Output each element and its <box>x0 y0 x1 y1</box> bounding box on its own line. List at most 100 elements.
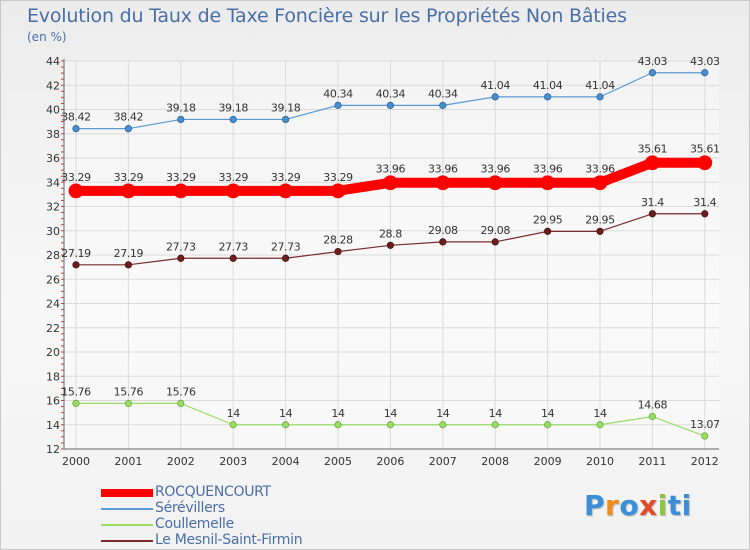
data-label-le-mesnil-saint-firmin: 27.73 <box>166 240 196 253</box>
data-point-rocquencourt <box>382 175 398 191</box>
logo-letter: i <box>681 489 692 522</box>
data-label-le-mesnil-saint-firmin: 28.8 <box>379 227 402 240</box>
data-label-coullemelle: 14 <box>489 407 503 420</box>
data-label-coullemelle: 14 <box>436 407 450 420</box>
data-label-s-r-villers: 38.42 <box>114 111 144 124</box>
data-label-coullemelle: 15.76 <box>61 385 91 398</box>
x-tick-label: 2000 <box>62 455 90 468</box>
logo-letter: i <box>657 489 668 522</box>
y-tick-label: 30 <box>46 225 60 238</box>
data-point-rocquencourt <box>68 183 84 199</box>
y-tick-label: 16 <box>46 395 60 408</box>
y-tick-label: 36 <box>46 152 60 165</box>
x-tick-label: 2005 <box>324 455 352 468</box>
data-point-s-r-villers <box>701 69 709 77</box>
logo-letter: r <box>605 489 620 522</box>
data-label-coullemelle: 15.76 <box>114 385 144 398</box>
data-label-le-mesnil-saint-firmin: 29.95 <box>585 213 615 226</box>
data-point-coullemelle <box>439 421 447 429</box>
data-point-coullemelle <box>124 399 133 408</box>
data-label-coullemelle: 14 <box>593 407 607 420</box>
data-label-le-mesnil-saint-firmin: 28.28 <box>323 234 353 247</box>
data-point-le-mesnil-saint-firmin <box>701 210 709 218</box>
data-label-s-r-villers: 39.18 <box>166 101 196 114</box>
data-label-rocquencourt: 33.96 <box>428 163 458 176</box>
data-label-s-r-villers: 41.04 <box>480 79 510 92</box>
data-label-le-mesnil-saint-firmin: 27.19 <box>114 247 144 260</box>
data-label-s-r-villers: 39.18 <box>218 101 248 114</box>
data-label-rocquencourt: 33.29 <box>166 171 196 184</box>
data-point-rocquencourt <box>173 183 189 199</box>
data-label-s-r-villers: 39.18 <box>271 101 301 114</box>
data-point-le-mesnil-saint-firmin <box>124 261 133 269</box>
legend-label-le-mesnil-saint-firmin: Le Mesnil-Saint-Firmin <box>155 532 303 548</box>
y-tick-label: 42 <box>46 79 60 92</box>
data-point-s-r-villers <box>439 101 447 109</box>
data-point-rocquencourt <box>487 175 503 191</box>
data-label-rocquencourt: 33.29 <box>218 171 248 184</box>
data-label-coullemelle: 14 <box>331 407 345 420</box>
proxiti-logo: Proxiti <box>584 489 692 522</box>
data-label-rocquencourt: 33.29 <box>271 171 301 184</box>
data-point-coullemelle <box>491 421 499 429</box>
data-label-rocquencourt: 33.96 <box>585 163 615 176</box>
logo-letter: x <box>639 489 658 522</box>
y-tick-label: 20 <box>46 346 60 359</box>
data-point-s-r-villers <box>648 69 657 77</box>
legend-label-coullemelle: Coullemelle <box>155 516 234 532</box>
y-tick-label: 34 <box>46 176 60 189</box>
y-tick-label: 18 <box>46 370 60 383</box>
y-tick-label: 44 <box>46 55 60 68</box>
y-tick-label: 26 <box>46 273 60 286</box>
data-point-s-r-villers <box>491 93 499 101</box>
data-point-coullemelle <box>229 421 237 429</box>
data-label-rocquencourt: 33.96 <box>376 163 406 176</box>
data-label-s-r-villers: 43.03 <box>690 55 720 68</box>
data-label-rocquencourt: 33.29 <box>323 171 353 184</box>
data-label-le-mesnil-saint-firmin: 31.4 <box>641 196 664 209</box>
y-tick-label: 24 <box>46 298 60 311</box>
data-label-le-mesnil-saint-firmin: 27.73 <box>271 240 301 253</box>
data-label-coullemelle: 14 <box>279 407 293 420</box>
chart-subtitle: (en %) <box>27 30 67 44</box>
data-point-s-r-villers <box>281 115 290 124</box>
data-label-s-r-villers: 40.34 <box>376 87 406 100</box>
data-point-s-r-villers <box>124 125 133 133</box>
y-tick-label: 14 <box>46 419 60 432</box>
data-label-rocquencourt: 33.29 <box>61 171 91 184</box>
data-point-s-r-villers <box>543 93 552 101</box>
legend-swatch-rocquencourt <box>101 489 153 497</box>
data-point-s-r-villers <box>386 101 394 109</box>
data-point-rocquencourt <box>278 183 294 199</box>
data-point-s-r-villers <box>596 93 604 101</box>
legend-swatch-serevillers <box>101 508 153 510</box>
data-point-coullemelle <box>543 421 552 429</box>
x-tick-label: 2004 <box>272 455 300 468</box>
data-label-s-r-villers: 41.04 <box>533 79 563 92</box>
y-tick-label: 22 <box>46 322 60 335</box>
chart-title: Evolution du Taux de Taxe Foncière sur l… <box>27 5 627 27</box>
data-label-le-mesnil-saint-firmin: 27.19 <box>61 247 91 260</box>
data-point-s-r-villers <box>72 125 80 133</box>
x-tick-label: 2011 <box>638 455 666 468</box>
data-label-s-r-villers: 43.03 <box>638 55 668 68</box>
data-label-le-mesnil-saint-firmin: 29.95 <box>533 213 563 226</box>
data-point-s-r-villers <box>334 101 342 109</box>
data-label-rocquencourt: 33.96 <box>480 163 510 176</box>
data-point-coullemelle <box>701 432 709 440</box>
legend-swatch-coullemelle <box>101 524 153 526</box>
logo-letter: t <box>667 489 682 522</box>
data-point-coullemelle <box>72 399 80 408</box>
data-label-rocquencourt: 33.29 <box>114 171 144 184</box>
data-point-rocquencourt <box>121 183 136 199</box>
data-point-le-mesnil-saint-firmin <box>72 261 80 269</box>
x-tick-label: 2003 <box>219 455 247 468</box>
x-tick-label: 2012 <box>691 455 719 468</box>
data-point-le-mesnil-saint-firmin <box>281 254 290 262</box>
data-point-s-r-villers <box>177 115 185 124</box>
data-point-rocquencourt <box>330 183 346 199</box>
data-point-coullemelle <box>334 421 342 429</box>
legend-label-serevillers: Sérévillers <box>155 500 225 516</box>
data-point-coullemelle <box>648 412 657 421</box>
